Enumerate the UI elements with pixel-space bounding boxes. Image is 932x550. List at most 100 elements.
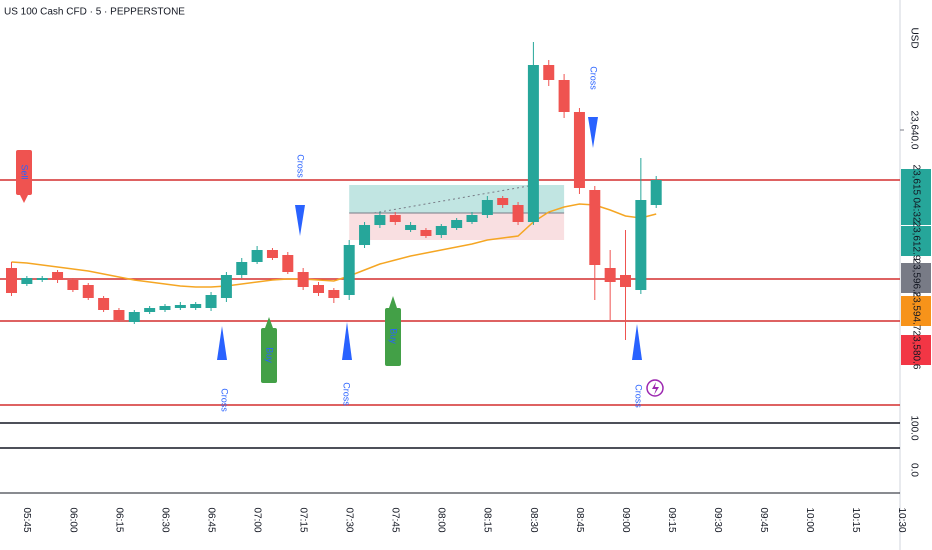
candle-body xyxy=(67,280,79,290)
y-tick-label: 23,640.0 xyxy=(908,111,919,150)
candle-body xyxy=(620,275,631,287)
cross-down xyxy=(295,205,305,236)
price-label-box xyxy=(901,296,931,326)
buy-label: Buy xyxy=(265,347,275,363)
cross-up xyxy=(342,322,352,360)
buy-box xyxy=(261,328,277,383)
cross-up xyxy=(217,326,227,360)
price-label-box xyxy=(901,226,931,256)
cross-down xyxy=(588,117,598,148)
candle-body xyxy=(497,198,509,205)
candle-body xyxy=(451,220,463,228)
x-tick-label: 09:45 xyxy=(758,507,769,532)
candle-body xyxy=(297,272,309,287)
x-tick-label: 10:15 xyxy=(850,507,861,532)
candle-body xyxy=(405,225,417,230)
x-tick-label: 10:30 xyxy=(896,507,907,532)
candle-body xyxy=(558,80,570,112)
buy-box xyxy=(385,308,401,366)
candle-body xyxy=(389,215,401,222)
candle-body xyxy=(36,278,48,280)
candle-body xyxy=(159,306,171,310)
x-tick-label: 08:00 xyxy=(436,507,447,532)
cross-label: Cross xyxy=(220,388,230,412)
ema-line xyxy=(11,203,657,288)
cross-label: Cross xyxy=(589,66,599,90)
candle-body xyxy=(374,215,386,225)
cross-label: Cross xyxy=(296,154,306,178)
price-label: 23,612.9 xyxy=(910,222,921,261)
price-label-box xyxy=(901,169,931,199)
buy-arrow xyxy=(389,296,397,308)
candle-body xyxy=(589,190,601,265)
candle-body xyxy=(435,226,447,235)
price-label: 23,580.6 xyxy=(910,331,921,370)
x-tick-label: 05:45 xyxy=(21,507,32,532)
sell-arrow xyxy=(20,195,28,203)
x-tick-label: 08:45 xyxy=(574,507,585,532)
price-label: 04:32 xyxy=(910,197,921,222)
candle-body xyxy=(573,112,585,188)
candle-body xyxy=(343,245,355,295)
instrument-title: US 100 Cash CFD · 5 · PEPPERSTONE xyxy=(4,7,185,18)
candle-body xyxy=(481,200,493,215)
candle-body xyxy=(251,250,263,262)
x-tick-label: 06:45 xyxy=(205,507,216,532)
candle-body xyxy=(650,180,662,205)
candle-body xyxy=(604,268,616,282)
x-tick-label: 09:15 xyxy=(666,507,677,532)
x-tick-label: 06:15 xyxy=(113,507,124,532)
candle-body xyxy=(174,305,186,308)
plot: 23,640.0 xyxy=(0,42,919,406)
x-tick-label: 06:30 xyxy=(159,507,170,532)
candle-body xyxy=(236,262,248,275)
candle-body xyxy=(313,285,324,293)
x-tick-label: 09:00 xyxy=(620,507,631,532)
x-tick-label: 07:45 xyxy=(390,507,401,532)
sell-label: Sell xyxy=(20,164,30,179)
indicator-tick-label: 0.0 xyxy=(908,463,919,477)
candle-body xyxy=(52,272,64,280)
candle-body xyxy=(82,285,94,298)
price-label: 23,596.8 xyxy=(910,259,921,298)
buy-label: Buy xyxy=(389,328,399,344)
candle-body xyxy=(635,200,647,290)
x-tick-label: 07:00 xyxy=(251,507,262,532)
candle-body xyxy=(205,295,217,308)
buy-arrow xyxy=(265,317,273,328)
candle-body xyxy=(113,310,125,320)
signals: Sell Buy Buy Cross Cross Cross Cross Cro… xyxy=(16,66,664,412)
price-label: 23,615.0 xyxy=(910,165,921,204)
price-label: 23,594.7 xyxy=(910,292,921,331)
cross-up xyxy=(632,324,642,360)
candle-body xyxy=(359,225,371,245)
currency: USD xyxy=(908,27,919,48)
x-tick-label: 08:30 xyxy=(528,507,539,532)
candle-body xyxy=(328,290,340,298)
indicator-tick-label: 100.0 xyxy=(908,415,919,440)
x-tick-label: 07:15 xyxy=(298,507,309,532)
candle-body xyxy=(220,275,232,298)
candle-body xyxy=(266,250,278,258)
cross-label: Cross xyxy=(634,384,644,408)
candle-body xyxy=(282,255,294,272)
price-label-box xyxy=(901,195,931,225)
candle-body xyxy=(6,268,17,293)
cross-label: Cross xyxy=(342,382,352,406)
sell-box xyxy=(16,150,32,195)
x-tick-label: 10:00 xyxy=(804,507,815,532)
candle-body xyxy=(420,230,432,236)
price-label-box xyxy=(901,335,931,365)
candle-body xyxy=(128,312,140,322)
price-label-box xyxy=(901,263,931,293)
candle-body xyxy=(21,278,33,284)
candle-body xyxy=(543,65,555,80)
candle-body xyxy=(527,65,539,222)
x-tick-label: 07:30 xyxy=(344,507,355,532)
x-tick-label: 06:00 xyxy=(67,507,78,532)
x-tick-label: 09:30 xyxy=(712,507,723,532)
candle-body xyxy=(144,308,156,312)
x-tick-label: 08:15 xyxy=(482,507,493,532)
